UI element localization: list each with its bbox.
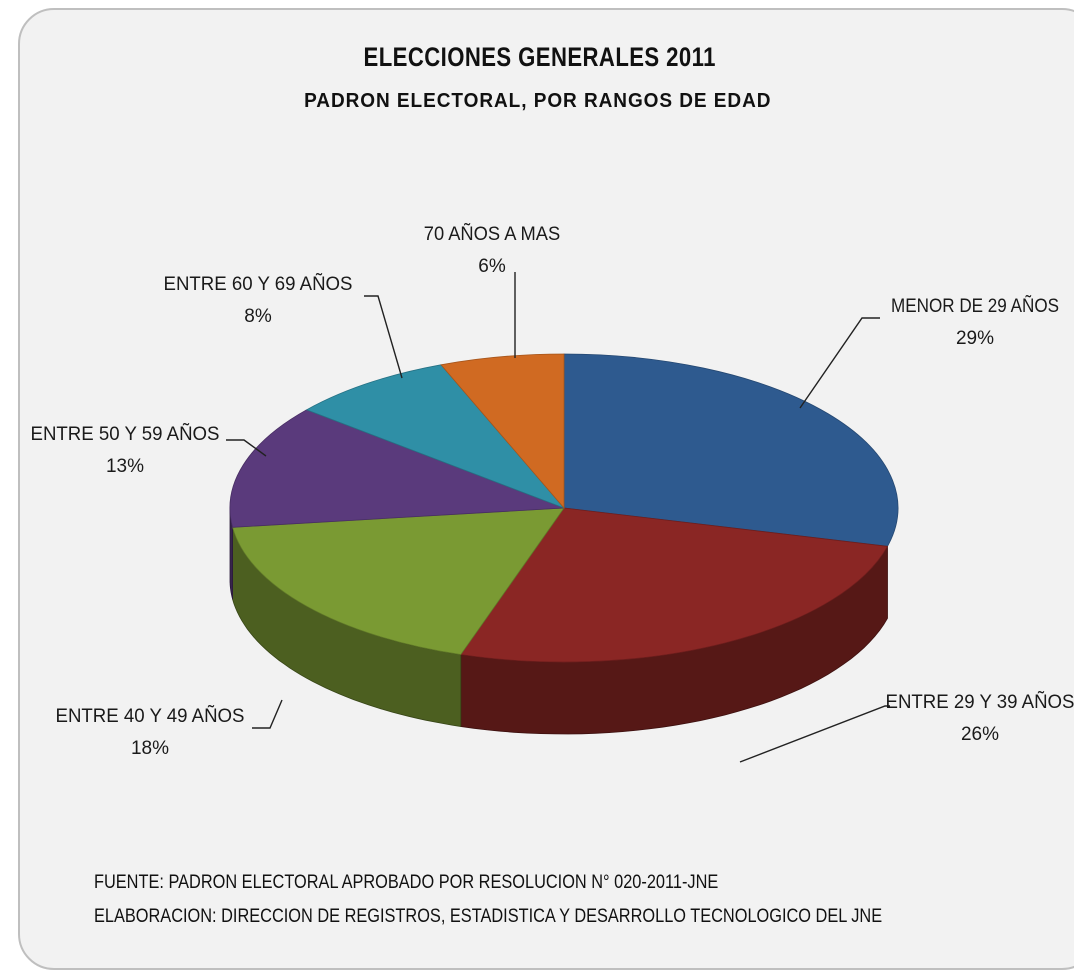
leader-line-entre-29-39 <box>739 705 890 763</box>
leader-line-entre-40-49 <box>252 699 283 729</box>
chart-title: ELECCIONES GENERALES 2011 <box>363 42 716 72</box>
leader-line-entre-50-59 <box>226 439 267 457</box>
leader-line-menor-29 <box>799 317 880 409</box>
slice-label-menor-29: MENOR DE 29 AÑOS <box>891 295 1059 317</box>
slice-label-entre-50-59: ENTRE 50 Y 59 AÑOS <box>31 423 220 445</box>
pie-slice-4 <box>305 364 565 509</box>
slice-value-entre-29-39: 26% <box>961 724 999 745</box>
slice-value-entre-40-49: 18% <box>131 738 169 759</box>
pie-slice-0 <box>563 353 899 547</box>
chart-subtitle: PADRON ELECTORAL, POR RANGOS DE EDAD <box>304 90 772 112</box>
slice-label-70-mas: 70 AÑOS A MAS <box>424 223 561 245</box>
slice-value-entre-60-69: 8% <box>244 306 272 327</box>
footer-elaboration: ELABORACION: DIRECCION DE REGISTROS, EST… <box>94 906 883 927</box>
leader-line-entre-60-69 <box>364 295 403 379</box>
pie-slice-3 <box>229 409 565 528</box>
footer-source: FUENTE: PADRON ELECTORAL APROBADO POR RE… <box>94 872 719 893</box>
slice-label-entre-29-39: ENTRE 29 Y 39 AÑOS <box>886 691 1074 713</box>
slice-value-70-mas: 6% <box>478 256 506 277</box>
slice-label-entre-40-49: ENTRE 40 Y 49 AÑOS <box>56 705 245 727</box>
pie-slice-1 <box>460 507 889 663</box>
pie-slice-5 <box>440 353 565 510</box>
slice-label-entre-60-69: ENTRE 60 Y 69 AÑOS <box>164 273 353 295</box>
slice-value-menor-29: 29% <box>956 328 994 349</box>
pie-slice-2 <box>232 507 565 655</box>
slice-value-entre-50-59: 13% <box>106 456 144 477</box>
